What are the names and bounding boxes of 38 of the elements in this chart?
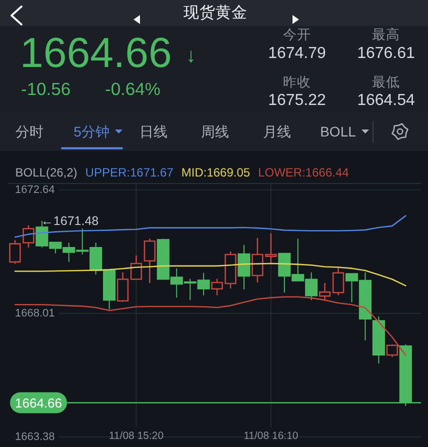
- text: 昨收: [283, 74, 311, 89]
- chart-title: 现货黄金: [184, 3, 248, 21]
- text: 分时: [16, 124, 44, 140]
- text: -10.56: [21, 79, 71, 99]
- text: 1664.66: [20, 28, 172, 76]
- text: 日线: [140, 124, 168, 140]
- ref-line-label: 1664.66: [15, 395, 62, 410]
- candlestick: [238, 244, 250, 290]
- text: 最高: [372, 26, 400, 42]
- y-tick-label: 1663.38: [15, 430, 55, 443]
- x-tick-label: 11/08 15:20: [108, 430, 164, 442]
- legend-title: BOLL(26,2): [15, 166, 78, 180]
- text: BOLL: [320, 124, 356, 140]
- candlestick: [372, 316, 385, 364]
- x-tick-label: 11/08 16:10: [244, 430, 298, 442]
- text: ↓: [186, 45, 196, 67]
- y-tick-label: 1668.01: [15, 307, 55, 320]
- text: 5分钟: [74, 124, 110, 140]
- text: 1676.61: [357, 44, 416, 62]
- text: LOWER:1666.44: [258, 166, 350, 180]
- text: 1674.79: [268, 44, 326, 62]
- text: 今开: [283, 26, 311, 42]
- candlestick: [332, 266, 344, 296]
- line-series: [14, 262, 406, 286]
- text: 月线: [263, 124, 291, 140]
- candlestick: [116, 272, 129, 303]
- text: 周线: [201, 124, 229, 140]
- line-series: [14, 215, 406, 238]
- text: UPPER:1671.67: [85, 166, 174, 180]
- candlestick: [130, 254, 142, 280]
- annotation: ←1671.48: [40, 214, 99, 228]
- text: 1664.54: [357, 92, 416, 108]
- text: MID:1669.05: [181, 166, 250, 180]
- y-tick-label: 1672.64: [15, 184, 55, 196]
- text: -0.64%: [105, 79, 160, 99]
- text: 1675.22: [268, 92, 326, 108]
- candlestick: [144, 238, 156, 284]
- text: 最低: [372, 74, 400, 89]
